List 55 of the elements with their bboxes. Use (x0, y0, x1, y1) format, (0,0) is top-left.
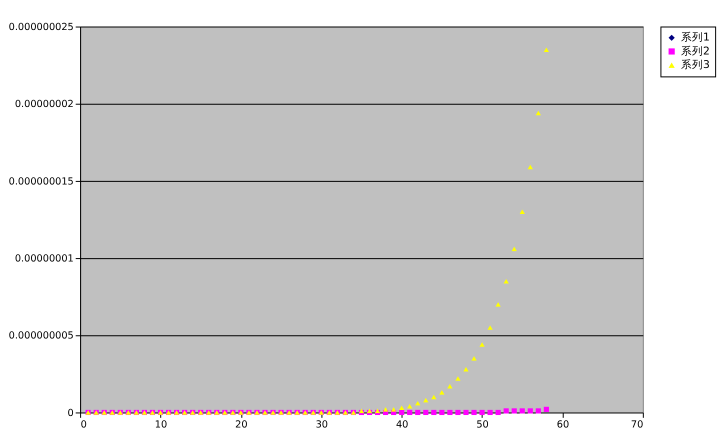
point (463, 366, 469, 372)
point (488, 325, 493, 330)
point (504, 279, 509, 284)
point (479, 342, 485, 347)
x-tick-label: 70 (630, 420, 644, 431)
x-tick-label: 60 (556, 420, 570, 431)
x-tick-label: 20 (235, 420, 248, 431)
y-tick-label: 0.000000025 (8, 22, 74, 33)
point (544, 47, 549, 52)
point (463, 410, 469, 416)
y-tick-label: 0.000000005 (8, 330, 74, 342)
point (399, 406, 404, 410)
point (399, 410, 404, 416)
x-tick-label: 0 (80, 420, 87, 431)
point (447, 384, 452, 388)
point (528, 408, 533, 414)
point (471, 356, 477, 361)
point (528, 164, 533, 170)
point (423, 398, 428, 402)
legend-label: 系列2 (680, 44, 710, 58)
point (439, 390, 444, 395)
point (479, 410, 485, 416)
y-tick-label: 0 (68, 408, 74, 419)
point (455, 410, 461, 416)
point (383, 407, 388, 412)
y-tick-label: 0.000000015 (8, 176, 74, 188)
x-tick-label: 10 (154, 420, 168, 431)
y-tick-label: 0.00000001 (14, 254, 74, 265)
point (423, 410, 428, 416)
point (496, 410, 501, 416)
point (520, 408, 525, 414)
point (544, 406, 549, 412)
point (407, 410, 412, 416)
legend-label: 系列1 (680, 30, 710, 44)
point (407, 404, 412, 409)
point (536, 408, 541, 414)
point (439, 410, 444, 416)
legend-label: 系列3 (680, 58, 710, 72)
x-tick-label: 50 (476, 420, 489, 431)
point (512, 246, 517, 252)
point (471, 410, 477, 416)
point (431, 394, 436, 400)
point (512, 408, 517, 414)
point (415, 410, 420, 416)
point (520, 210, 525, 214)
point (496, 302, 501, 307)
point (447, 410, 452, 416)
point (415, 400, 420, 406)
point (391, 407, 396, 412)
point (488, 410, 493, 416)
point (431, 410, 436, 416)
x-tick-label: 30 (316, 420, 328, 431)
y-tick-label: 0.00000002 (14, 99, 74, 110)
point (504, 408, 509, 414)
x-tick-label: 40 (396, 420, 408, 431)
